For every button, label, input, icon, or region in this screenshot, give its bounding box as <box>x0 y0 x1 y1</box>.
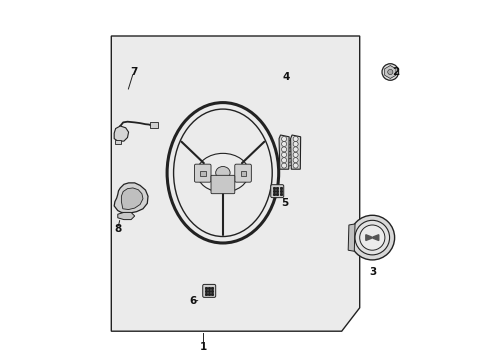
Circle shape <box>281 147 286 152</box>
FancyBboxPatch shape <box>234 164 251 182</box>
Text: 1: 1 <box>199 342 206 352</box>
Polygon shape <box>384 66 395 78</box>
Polygon shape <box>365 235 371 240</box>
Polygon shape <box>118 212 134 220</box>
Polygon shape <box>114 183 148 213</box>
Text: 2: 2 <box>391 67 398 77</box>
Ellipse shape <box>215 166 230 179</box>
Polygon shape <box>114 126 128 141</box>
Text: 6: 6 <box>189 296 196 306</box>
Bar <box>200 171 205 176</box>
Ellipse shape <box>197 153 248 192</box>
FancyBboxPatch shape <box>270 185 283 198</box>
Circle shape <box>281 152 286 157</box>
Polygon shape <box>121 188 142 210</box>
Ellipse shape <box>354 220 389 255</box>
Ellipse shape <box>359 225 384 250</box>
FancyBboxPatch shape <box>211 175 234 194</box>
Circle shape <box>292 147 298 152</box>
Circle shape <box>381 64 398 80</box>
FancyBboxPatch shape <box>194 164 211 182</box>
Text: 3: 3 <box>368 267 376 277</box>
Circle shape <box>292 152 298 157</box>
Circle shape <box>281 136 286 141</box>
Circle shape <box>281 141 286 147</box>
Polygon shape <box>111 36 359 331</box>
FancyBboxPatch shape <box>203 284 215 297</box>
Circle shape <box>281 158 286 163</box>
Ellipse shape <box>349 215 394 260</box>
Text: 5: 5 <box>281 198 288 208</box>
Ellipse shape <box>173 109 272 237</box>
Polygon shape <box>290 135 300 169</box>
Polygon shape <box>279 135 288 169</box>
Bar <box>150 122 158 128</box>
Circle shape <box>292 136 298 141</box>
Circle shape <box>281 163 286 168</box>
Text: 8: 8 <box>114 224 121 234</box>
Text: 4: 4 <box>282 72 289 82</box>
Circle shape <box>387 69 392 75</box>
Text: 7: 7 <box>130 67 137 77</box>
Circle shape <box>292 158 298 163</box>
Circle shape <box>292 141 298 147</box>
Polygon shape <box>371 235 378 240</box>
Circle shape <box>292 163 298 168</box>
Bar <box>115 140 121 144</box>
Polygon shape <box>347 224 354 251</box>
Bar <box>240 171 245 176</box>
